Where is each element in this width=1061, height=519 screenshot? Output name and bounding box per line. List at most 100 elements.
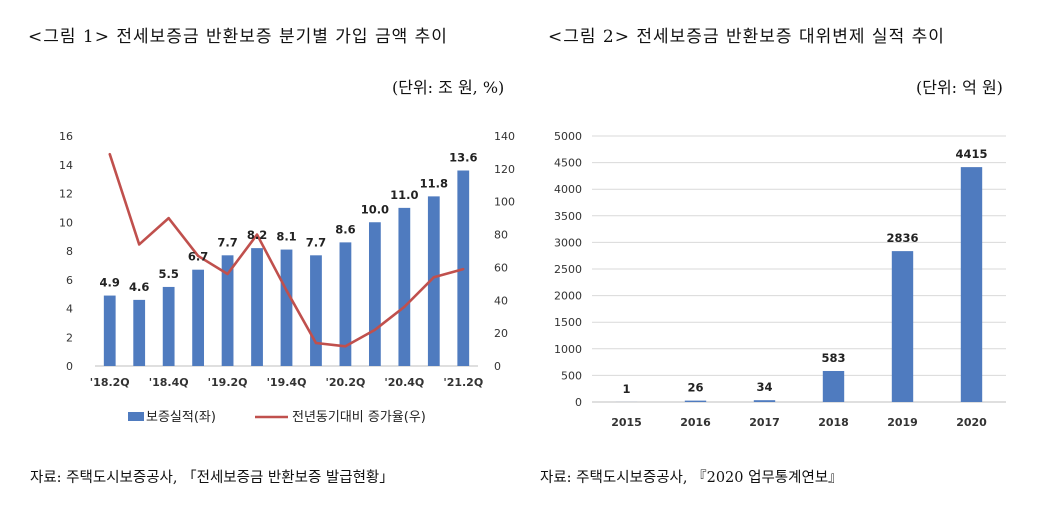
bar	[162, 286, 175, 366]
left-y-tick-label: 0	[66, 360, 73, 373]
left-source-note: 자료: 주택도시보증공사, 「전세보증금 반환보증 발급현황」	[30, 470, 394, 486]
bar	[221, 255, 234, 366]
y-tick-label: 2000	[554, 290, 582, 303]
right-y-tick-label: 60	[494, 261, 508, 274]
right-y-tick-label: 80	[494, 229, 508, 242]
growth-rate-point	[137, 243, 141, 246]
x-tick-label: 2019	[887, 416, 918, 429]
bar	[103, 295, 116, 366]
bar	[192, 269, 205, 366]
left-y-tick-label: 14	[59, 159, 73, 172]
y-tick-label: 0	[575, 396, 582, 409]
bar	[684, 400, 707, 402]
growth-rate-point	[285, 289, 288, 292]
right-unit-label: (단위: 억 원)	[916, 78, 1003, 97]
right-y-tick-label: 140	[494, 130, 515, 143]
left-y-tick-label: 10	[59, 216, 73, 229]
bar	[339, 242, 352, 366]
growth-rate-point	[255, 233, 259, 236]
growth-rate-point	[314, 341, 318, 345]
bar	[280, 249, 293, 366]
growth-rate-point	[108, 152, 111, 156]
y-tick-label: 3000	[554, 236, 582, 249]
bar	[822, 370, 845, 402]
growth-rate-point	[226, 272, 229, 276]
x-tick-label: '21.2Q	[443, 376, 483, 389]
growth-rate-point	[167, 216, 170, 220]
bar-data-label: 6.7	[188, 250, 208, 264]
y-tick-label: 500	[561, 369, 582, 382]
left-y-tick-label: 12	[59, 188, 73, 201]
bar	[310, 255, 322, 366]
x-tick-label: '18.2Q	[90, 376, 130, 389]
x-tick-label: '18.4Q	[149, 376, 189, 389]
growth-rate-point	[462, 267, 465, 271]
x-tick-label: '19.4Q	[267, 376, 307, 389]
right-y-tick-label: 0	[494, 360, 501, 373]
right-source-note: 자료: 주택도시보증공사, 『2020 업무통계연보』	[540, 470, 843, 486]
bar-data-label: 8.1	[276, 230, 296, 244]
bar-data-label: 1	[622, 382, 630, 396]
bar	[960, 167, 983, 402]
x-tick-label: '20.4Q	[384, 376, 424, 389]
x-tick-label: 2018	[818, 416, 849, 429]
left-y-tick-label: 6	[66, 274, 73, 287]
left-y-tick-label: 2	[66, 331, 73, 344]
y-tick-label: 1500	[554, 316, 582, 329]
right-y-tick-label: 40	[494, 294, 508, 307]
bar-data-label: 26	[687, 381, 703, 395]
x-tick-label: 2017	[749, 416, 780, 429]
left-y-tick-label: 16	[59, 130, 73, 143]
x-tick-label: 2015	[611, 416, 642, 429]
left-chart-title: <그림 1> 전세보증금 반환보증 분기별 가입 금액 추이	[28, 27, 448, 47]
y-tick-label: 4500	[554, 157, 582, 170]
bar-data-label: 13.6	[449, 151, 477, 165]
bar	[251, 248, 263, 366]
y-tick-label: 3500	[554, 210, 582, 223]
bar-data-label: 7.7	[217, 235, 237, 249]
bar-data-label: 10.0	[361, 202, 389, 216]
bar	[427, 196, 440, 366]
bar	[891, 251, 914, 402]
right-y-tick-label: 100	[494, 196, 515, 209]
y-tick-label: 1000	[554, 343, 582, 356]
x-tick-label: '20.2Q	[325, 376, 365, 389]
bar-data-label: 583	[821, 351, 845, 365]
bar-data-label: 34	[756, 380, 772, 394]
y-tick-label: 4000	[554, 183, 582, 196]
left-unit-label: (단위: 조 원, %)	[392, 78, 505, 97]
bar-data-label: 4.9	[100, 276, 120, 290]
growth-rate-point	[344, 345, 347, 348]
x-tick-label: 2016	[680, 416, 711, 429]
bar	[753, 400, 776, 402]
right-y-tick-label: 20	[494, 327, 508, 340]
growth-rate-point	[196, 254, 200, 258]
legend-line-label: 전년동기대비 증가율(우)	[292, 410, 426, 425]
right-chart-title: <그림 2> 전세보증금 반환보증 대위변제 실적 추이	[548, 27, 945, 47]
legend-bar-label: 보증실적(좌)	[146, 410, 216, 425]
bar-data-label: 8.2	[247, 228, 267, 242]
bar	[133, 299, 146, 366]
bar-data-label: 7.7	[306, 235, 326, 249]
x-tick-label: '19.2Q	[208, 376, 248, 389]
right-y-tick-label: 120	[494, 163, 515, 176]
bar-data-label: 11.0	[390, 188, 418, 202]
bar	[398, 207, 411, 366]
y-tick-label: 2500	[554, 263, 582, 276]
bar-data-label: 8.6	[335, 222, 355, 236]
left-y-tick-label: 4	[66, 303, 73, 316]
bar-data-label: 5.5	[158, 267, 178, 281]
legend-bar-swatch	[128, 412, 144, 421]
growth-rate-point	[403, 305, 406, 309]
growth-rate-point	[373, 328, 377, 332]
bar	[368, 222, 381, 366]
bar-data-label: 2836	[886, 231, 918, 245]
growth-rate-point	[432, 276, 436, 279]
bar-data-label: 4415	[955, 147, 987, 161]
x-tick-label: 2020	[956, 416, 987, 429]
left-y-tick-label: 8	[66, 245, 73, 258]
bar-data-label: 4.6	[129, 280, 149, 294]
bar-data-label: 11.8	[420, 176, 448, 190]
